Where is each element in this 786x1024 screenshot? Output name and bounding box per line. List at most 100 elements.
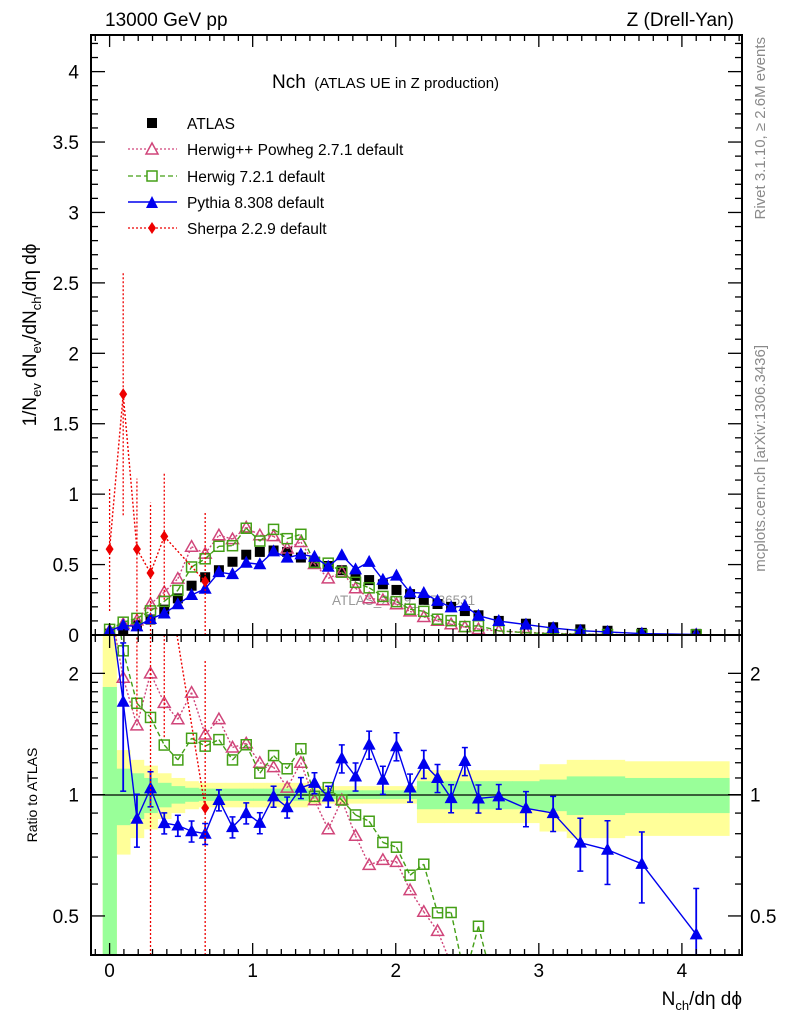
ratio-point-pythia	[546, 806, 560, 819]
series-line-herwig	[191, 558, 206, 568]
ratio-line-pythia	[464, 760, 480, 799]
ratio-point-herwigpp	[348, 828, 363, 842]
ratio-point-herwigpp	[361, 857, 377, 871]
series-line-pythia	[553, 627, 581, 632]
legend-triangle-filled-icon	[146, 196, 158, 208]
y-tick-label: 3	[68, 203, 79, 224]
ratio-point-herwigpp	[184, 685, 199, 698]
series-line-herwigpp	[232, 526, 247, 540]
y-tick-label: 0	[68, 626, 79, 647]
data-point-herwigpp	[443, 616, 459, 630]
ratio-line-herwig	[122, 650, 138, 704]
ratio-point-herwig	[213, 733, 225, 746]
ratio-point-pythia	[376, 772, 390, 785]
ratio-tick-label-left: 0.5	[53, 907, 79, 928]
series-line-sherpa	[122, 394, 138, 550]
ratio-point-herwigpp	[402, 882, 418, 896]
ratio-point-herwig	[226, 754, 239, 766]
series-line-herwigpp	[286, 541, 302, 550]
data-point-pythia	[492, 614, 506, 627]
ratio-line-herwig	[204, 738, 220, 747]
data-point-atlas	[418, 594, 429, 605]
ratio-line-herwig	[341, 799, 357, 816]
series-line-herwig	[123, 617, 138, 623]
data-point-herwig	[213, 540, 225, 553]
ratio-line-pythia	[354, 744, 370, 777]
data-point-herwig	[295, 528, 307, 541]
y-tick-label: 1.5	[53, 415, 79, 436]
data-point-herwig	[431, 613, 444, 625]
data-point-pythia	[157, 606, 171, 619]
ratio-point-pythia	[144, 781, 158, 794]
ratio-point-pythia	[307, 775, 321, 788]
ratio-point-pythia	[185, 824, 199, 837]
legend-label: ATLAS	[187, 116, 235, 133]
series-line-herwig	[437, 618, 452, 622]
data-point-atlas	[336, 565, 347, 576]
data-point-pythia	[294, 547, 308, 560]
ratio-point-pythia	[226, 820, 240, 833]
data-point-sherpa	[132, 543, 141, 556]
ratio-line-pythia	[368, 744, 384, 781]
ratio-line-herwig	[231, 744, 247, 761]
ratio-line-herwig	[120, 636, 124, 651]
data-point-herwig	[445, 614, 457, 627]
ratio-line-herwigpp	[204, 718, 220, 736]
ratio-line-herwig	[355, 814, 370, 822]
series-line-herwig	[136, 610, 151, 619]
plot-title-subtitle: (ATLAS UE in Z production)	[314, 75, 499, 92]
data-point-herwigpp	[402, 603, 418, 617]
data-point-herwigpp	[211, 527, 227, 541]
data-point-pythia	[519, 617, 533, 630]
data-point-herwigpp	[293, 534, 309, 548]
series-line-herwig	[150, 600, 165, 612]
ratio-point-herwig	[418, 858, 430, 870]
series-line-herwig	[450, 619, 466, 628]
data-point-herwigpp	[471, 621, 486, 635]
ratio-point-pythia	[198, 826, 212, 839]
ratio-point-pythia	[171, 818, 185, 831]
ratio-line-herwig	[136, 702, 152, 718]
series-line-herwig	[355, 581, 370, 589]
ratio-point-pythia	[335, 751, 349, 764]
series-line-herwig	[314, 561, 329, 564]
data-point-pythia	[226, 567, 240, 580]
data-point-herwig	[349, 576, 362, 589]
series-line-herwig	[231, 527, 247, 547]
y-tick-label: 3.5	[53, 133, 79, 154]
data-point-pythia	[349, 562, 363, 575]
data-point-atlas	[227, 556, 238, 567]
ratio-line-pythia	[641, 863, 697, 935]
data-point-pythia	[417, 586, 431, 599]
legend-diamond-icon	[148, 222, 156, 234]
data-point-pythia	[116, 618, 130, 631]
ratio-point-pythia	[253, 815, 267, 828]
data-point-herwigpp	[361, 590, 377, 604]
y-axis-title: 1/Nev dNev/dNch/dη dϕ	[20, 244, 44, 427]
ratio-line-herwig	[259, 755, 275, 774]
series-line-herwigpp	[273, 535, 288, 550]
data-point-herwig	[281, 532, 293, 545]
ratio-point-herwig	[472, 920, 485, 932]
ratio-point-pythia	[239, 806, 253, 819]
x-axis-title: Nch/dη dϕ	[662, 989, 742, 1013]
series-line-herwig	[273, 528, 288, 540]
data-point-herwig	[336, 566, 348, 578]
data-point-pythia	[376, 572, 390, 585]
ratio-point-herwigpp	[430, 923, 445, 937]
ratio-point-herwig	[363, 815, 375, 828]
series-line-herwig	[368, 587, 384, 598]
ratio-line-herwig	[395, 846, 411, 876]
series-line-sherpa	[149, 536, 165, 574]
ratio-line-herwig	[450, 912, 461, 955]
data-point-pythia	[444, 600, 458, 613]
ratio-line-herwig	[314, 787, 329, 797]
data-point-herwigpp	[184, 539, 199, 552]
ratio-point-herwigpp	[225, 739, 240, 753]
rivet-version-label: Rivet 3.1.10, ≥ 2.6M events	[752, 37, 769, 220]
ratio-point-pythia	[157, 816, 171, 829]
legend-item-herwigpp: Herwig++ Powheg 2.7.1 default	[128, 141, 404, 159]
ratio-line-herwig	[368, 820, 384, 843]
data-point-atlas	[186, 580, 197, 591]
ratio-point-pythia	[116, 694, 130, 707]
